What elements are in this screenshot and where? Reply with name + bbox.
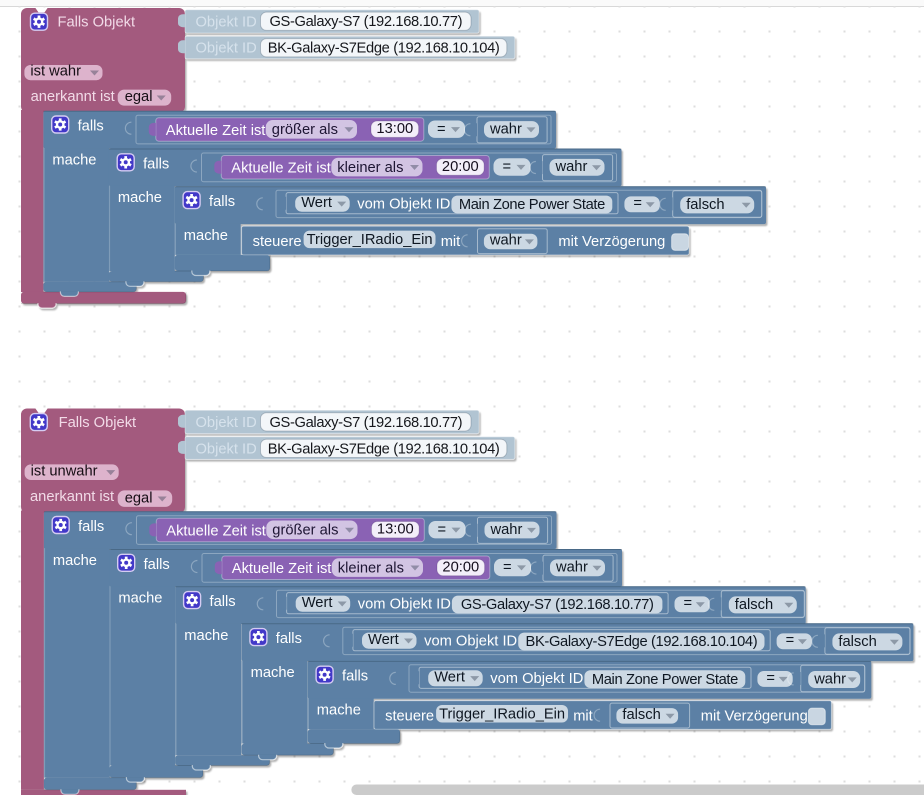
svg-text:mache: mache (184, 228, 228, 244)
svg-text:mache: mache (317, 703, 361, 719)
svg-text:falls: falls (276, 631, 302, 647)
svg-text:Wert: Wert (368, 632, 399, 648)
svg-text:falls: falls (78, 519, 104, 535)
svg-text:größer als: größer als (272, 523, 338, 539)
svg-text:GS-Galaxy-S7 (192.168.10.77): GS-Galaxy-S7 (192.168.10.77) (269, 14, 462, 30)
svg-text:13:00: 13:00 (377, 522, 414, 538)
svg-text:BK-Galaxy-S7Edge (192.168.10.1: BK-Galaxy-S7Edge (192.168.10.104) (268, 41, 500, 57)
svg-text:wahr: wahr (813, 671, 846, 687)
svg-text:Aktuelle Zeit ist: Aktuelle Zeit ist (166, 523, 266, 539)
svg-text:mache: mache (52, 152, 96, 168)
svg-text:vom Objekt ID: vom Objekt ID (490, 671, 583, 687)
svg-text:20:00: 20:00 (442, 159, 479, 175)
svg-text:mache: mache (53, 553, 97, 569)
svg-text:BK-Galaxy-S7Edge (192.168.10.1: BK-Galaxy-S7Edge (192.168.10.104) (526, 634, 758, 650)
svg-text:=: = (503, 560, 512, 576)
svg-text:falls: falls (144, 557, 170, 573)
svg-text:wahr: wahr (555, 560, 588, 576)
svg-text:Wert: Wert (301, 195, 332, 211)
svg-text:falls: falls (210, 594, 236, 610)
svg-text:mit: mit (573, 709, 593, 725)
svg-text:=: = (438, 522, 447, 538)
svg-text:wahr: wahr (489, 121, 522, 137)
svg-text:kleiner als: kleiner als (338, 560, 404, 576)
svg-text:Objekt ID: Objekt ID (196, 15, 257, 31)
svg-text:mache: mache (184, 628, 228, 644)
svg-text:anerkannt ist: anerkannt ist (30, 489, 114, 505)
svg-text:vom Objekt ID: vom Objekt ID (357, 196, 450, 212)
svg-text:vom Objekt ID: vom Objekt ID (358, 596, 451, 612)
svg-text:falsch: falsch (735, 597, 773, 613)
svg-text:mit: mit (441, 234, 461, 250)
svg-text:falls: falls (209, 194, 235, 210)
svg-text:=: = (766, 670, 775, 686)
svg-text:Trigger_IRadio_Ein: Trigger_IRadio_Ein (439, 706, 565, 722)
svg-text:=: = (503, 159, 512, 175)
svg-text:Main Zone Power State: Main Zone Power State (459, 197, 605, 213)
svg-text:Falls Objekt: Falls Objekt (58, 15, 136, 31)
svg-text:egal: egal (125, 89, 153, 105)
svg-text:=: = (684, 596, 693, 612)
svg-text:wahr: wahr (555, 159, 588, 175)
svg-text:Falls Objekt: Falls Objekt (59, 415, 137, 431)
svg-text:GS-Galaxy-S7 (192.168.10.77): GS-Galaxy-S7 (192.168.10.77) (461, 597, 654, 613)
svg-text:Aktuelle Zeit ist: Aktuelle Zeit ist (231, 161, 331, 177)
svg-text:Trigger_IRadio_Ein: Trigger_IRadio_Ein (307, 232, 433, 248)
svg-text:=: = (633, 196, 642, 212)
svg-text:=: = (437, 121, 446, 137)
svg-text:wahr: wahr (489, 233, 522, 249)
svg-text:Aktuelle Zeit ist: Aktuelle Zeit ist (166, 123, 266, 139)
svg-text:20:00: 20:00 (442, 560, 479, 576)
svg-text:Objekt ID: Objekt ID (196, 41, 257, 57)
svg-text:falls: falls (342, 669, 368, 685)
svg-text:Objekt ID: Objekt ID (196, 441, 257, 457)
svg-text:Main Zone Power State: Main Zone Power State (592, 672, 738, 688)
svg-text:steuere: steuere (385, 709, 434, 725)
svg-text:falsch: falsch (622, 707, 660, 723)
svg-text:BK-Galaxy-S7Edge (192.168.10.1: BK-Galaxy-S7Edge (192.168.10.104) (268, 441, 500, 457)
svg-text:ist wahr: ist wahr (30, 64, 81, 80)
svg-text:mit Verzögerung: mit Verzögerung (558, 234, 665, 250)
svg-text:mache: mache (251, 665, 295, 681)
svg-text:Wert: Wert (434, 670, 465, 686)
svg-text:falsch: falsch (686, 197, 724, 213)
svg-text:Wert: Wert (302, 595, 333, 611)
svg-text:größer als: größer als (272, 122, 338, 138)
svg-text:ist unwahr: ist unwahr (31, 463, 98, 479)
svg-text:wahr: wahr (490, 522, 523, 538)
svg-text:falls: falls (143, 156, 169, 172)
svg-text:kleiner als: kleiner als (337, 160, 403, 176)
svg-text:GS-Galaxy-S7 (192.168.10.77): GS-Galaxy-S7 (192.168.10.77) (269, 415, 462, 431)
svg-text:egal: egal (125, 490, 153, 506)
svg-text:falsch: falsch (838, 634, 876, 650)
svg-text:Objekt ID: Objekt ID (196, 415, 257, 431)
svg-text:=: = (786, 633, 795, 649)
svg-text:13:00: 13:00 (376, 121, 413, 137)
svg-text:vom Objekt ID: vom Objekt ID (424, 633, 517, 649)
svg-text:steuere: steuere (253, 234, 302, 250)
svg-text:mit Verzögerung: mit Verzögerung (701, 709, 808, 725)
svg-text:mache: mache (118, 591, 162, 607)
svg-text:Aktuelle Zeit ist: Aktuelle Zeit ist (232, 561, 332, 577)
svg-text:falls: falls (78, 119, 104, 135)
svg-text:mache: mache (118, 190, 162, 206)
svg-text:anerkannt ist: anerkannt ist (31, 89, 115, 105)
